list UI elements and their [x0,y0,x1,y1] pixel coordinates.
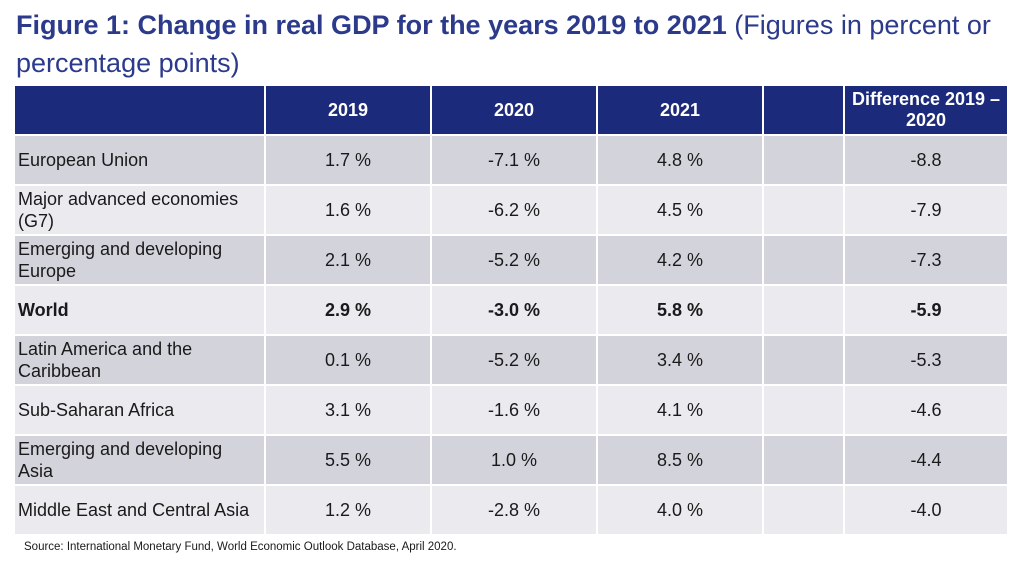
cell-blank [763,334,845,385]
table-row: Middle East and Central Asia 1.2 % -2.8 % 4… [15,484,1007,534]
header-2019: 2019 [265,86,432,135]
cell-difference: -5.3 [844,334,1007,385]
table-row: Emerging and developing Asia 5.5 % 1.0 % 8.… [15,434,1007,485]
table-row: European Union 1.7 % -7.1 % 4.8 % -8.8 [15,134,1007,185]
header-2021: 2021 [597,86,764,135]
cell-2021: 4.5 % [597,184,764,235]
cell-2020: -3.0 % [431,284,598,335]
cell-difference: -8.8 [844,134,1007,185]
cell-region: European Union [15,134,266,185]
cell-2019: 5.5 % [265,434,432,485]
cell-region: Middle East and Central Asia [15,484,266,534]
table-row: Latin America and the Caribbean 0.1 % -5.2… [15,334,1007,385]
cell-blank [763,234,845,285]
cell-region: World [15,284,266,335]
table-row: Sub-Saharan Africa 3.1 % -1.6 % 4.1 % -4.6 [15,384,1007,435]
figure-title-main: Figure 1: Change in real GDP for the yea… [16,10,727,40]
cell-2019: 1.2 % [265,484,432,534]
gdp-table: 2019 2020 2021 Difference 2019 – 2020 Eu… [15,86,1007,534]
table-row: Major advanced economies (G7) 1.6 % -6.2 %… [15,184,1007,235]
header-2020: 2020 [431,86,598,135]
cell-2019: 1.6 % [265,184,432,235]
header-difference: Difference 2019 – 2020 [844,86,1007,135]
cell-difference: -7.9 [844,184,1007,235]
cell-difference: -5.9 [844,284,1007,335]
cell-2021: 5.8 % [597,284,764,335]
cell-blank [763,484,845,534]
cell-2021: 4.1 % [597,384,764,435]
table-row: World 2.9 % -3.0 % 5.8 % -5.9 [15,284,1007,335]
cell-difference: -4.0 [844,484,1007,534]
cell-blank [763,184,845,235]
cell-region: Sub-Saharan Africa [15,384,266,435]
cell-2020: -5.2 % [431,234,598,285]
cell-region: Major advanced economies (G7) [15,184,266,235]
cell-2019: 2.9 % [265,284,432,335]
cell-2021: 4.2 % [597,234,764,285]
table-body: European Union 1.7 % -7.1 % 4.8 % -8.8 Major … [15,134,1007,534]
cell-2020: -7.1 % [431,134,598,185]
cell-2020: -1.6 % [431,384,598,435]
cell-difference: -7.3 [844,234,1007,285]
cell-2021: 3.4 % [597,334,764,385]
cell-blank [763,434,845,485]
cell-blank [763,134,845,185]
cell-2021: 8.5 % [597,434,764,485]
cell-2019: 3.1 % [265,384,432,435]
cell-2021: 4.0 % [597,484,764,534]
cell-blank [763,284,845,335]
cell-region: Emerging and developing Asia [15,434,266,485]
cell-region: Latin America and the Caribbean [15,334,266,385]
cell-2021: 4.8 % [597,134,764,185]
header-region [15,86,266,135]
cell-2020: 1.0 % [431,434,598,485]
table-row: Emerging and developing Europe 2.1 % -5.2 … [15,234,1007,285]
figure-title-subtitle: (Figures in percent or percentage points… [16,10,991,78]
header-blank [763,86,845,135]
source-note: Source: International Monetary Fund, Wor… [24,541,457,553]
cell-2020: -5.2 % [431,334,598,385]
table-header-row: 2019 2020 2021 Difference 2019 – 2020 [15,86,1007,135]
cell-region: Emerging and developing Europe [15,234,266,285]
figure-title: Figure 1: Change in real GDP for the yea… [16,6,1006,82]
cell-blank [763,384,845,435]
cell-2020: -2.8 % [431,484,598,534]
cell-2019: 2.1 % [265,234,432,285]
cell-2019: 1.7 % [265,134,432,185]
cell-difference: -4.6 [844,384,1007,435]
cell-difference: -4.4 [844,434,1007,485]
cell-2019: 0.1 % [265,334,432,385]
cell-2020: -6.2 % [431,184,598,235]
